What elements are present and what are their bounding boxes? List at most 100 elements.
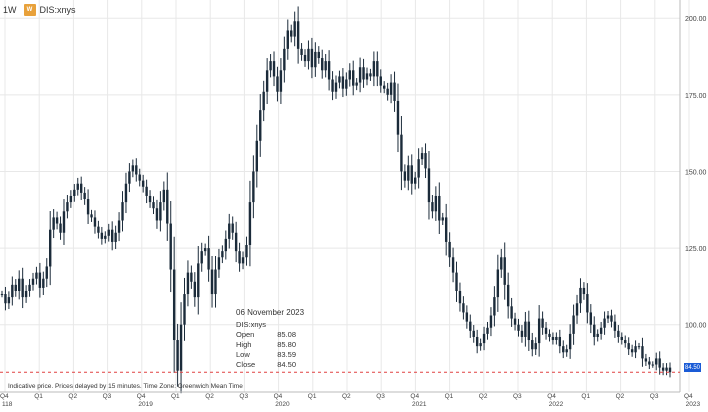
candle-body (100, 232, 104, 239)
candle (52, 209, 55, 239)
candle (128, 163, 131, 193)
candle-body (28, 284, 31, 291)
candle-body (176, 340, 179, 371)
candle (565, 344, 568, 357)
candle-body (162, 189, 166, 203)
candle (475, 329, 479, 354)
candle (338, 70, 341, 89)
tooltip-row-high: High 85.80 (236, 340, 296, 349)
candle (203, 243, 207, 256)
candle (21, 267, 24, 309)
symbol-label[interactable]: DIS:xnys (39, 5, 76, 15)
candle-body (49, 229, 52, 267)
candle-body (493, 297, 496, 316)
candle-body (438, 195, 441, 221)
x-quarter-label: Q2 (68, 393, 77, 400)
candle (76, 177, 79, 196)
interval-label[interactable]: 1W (3, 5, 17, 15)
candle-body (228, 223, 231, 239)
candle-body (424, 153, 427, 169)
candle-body (283, 48, 286, 71)
candle-body (489, 315, 493, 328)
candle (451, 247, 455, 283)
candle (321, 49, 324, 79)
candle (114, 225, 117, 250)
candle (124, 172, 128, 214)
candle (172, 236, 176, 373)
candle (465, 305, 469, 329)
candle (310, 37, 314, 79)
x-year-label: 2022 (549, 401, 564, 407)
candle-body (7, 297, 11, 304)
candle-body (383, 85, 386, 89)
x-year-label: 2021 (412, 401, 427, 407)
x-year-label: 2023 (686, 401, 701, 407)
candle (135, 158, 138, 182)
candle (589, 304, 593, 334)
candle (376, 51, 379, 87)
candle-body (334, 82, 338, 92)
candle-body (148, 195, 152, 203)
candle (14, 279, 17, 297)
candle-body (55, 217, 59, 224)
candle (393, 71, 396, 112)
candle-body (90, 214, 93, 218)
candle-body (582, 287, 586, 295)
candle (245, 236, 248, 266)
candle (534, 337, 537, 356)
candle-body (444, 217, 448, 242)
candle-body (348, 70, 351, 80)
candle (207, 235, 210, 282)
candle-body (503, 257, 506, 285)
candle-body (372, 61, 376, 77)
candle (234, 221, 238, 263)
candle-body (606, 315, 610, 319)
candle (506, 272, 510, 319)
candle-body (596, 333, 599, 337)
candle (383, 81, 386, 94)
candle (141, 174, 145, 193)
candle (386, 82, 389, 101)
candle (489, 307, 493, 337)
candle-body (637, 346, 641, 348)
candle (90, 209, 93, 222)
candle (537, 305, 541, 357)
candle-body (124, 183, 128, 203)
candle-body (537, 318, 541, 344)
candle (159, 191, 162, 232)
candle (176, 323, 179, 387)
candle (283, 36, 286, 83)
delay-disclaimer: Indicative price. Prices delayed by 15 m… (8, 383, 243, 390)
candle-body (66, 202, 69, 212)
candle-body (658, 358, 661, 368)
candle-body (555, 336, 558, 341)
last-price-flag: 84.50 (684, 363, 701, 372)
candle (93, 210, 97, 234)
candle (407, 155, 410, 191)
x-quarter-label: Q1 (171, 393, 180, 400)
candle (579, 278, 582, 313)
candle (548, 329, 551, 342)
candle (49, 211, 52, 286)
candle (444, 203, 448, 256)
candle-body (76, 183, 79, 190)
candle (555, 332, 558, 345)
candle-body (128, 171, 131, 184)
candle (190, 265, 193, 289)
chart-header: 1W W DIS:xnys (0, 2, 76, 18)
candle-body (166, 189, 169, 224)
candle (352, 60, 355, 96)
x-quarter-label: Q2 (479, 393, 488, 400)
candle (269, 54, 272, 78)
candle-body (661, 367, 665, 371)
candle-body (341, 76, 345, 89)
candle-body (355, 82, 358, 86)
candle-body (506, 284, 510, 307)
candle-body (52, 217, 55, 230)
candle-body (272, 61, 276, 77)
ohlc-tooltip: 06 November 2023 DIS:xnys Open 85.08 High… (236, 308, 304, 370)
candle-body (241, 257, 245, 264)
x-quarter-label: Q3 (239, 393, 248, 400)
